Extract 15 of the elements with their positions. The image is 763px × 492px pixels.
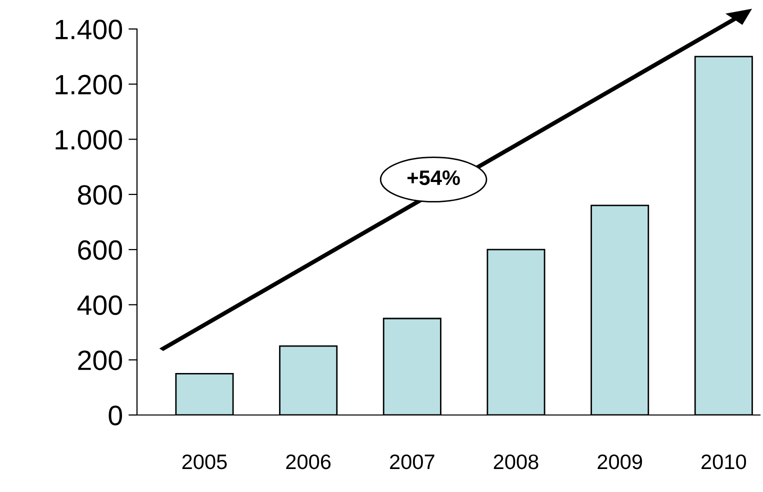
x-tick-label: 2006: [286, 454, 331, 470]
y-tick-label: 1.200: [56, 74, 122, 94]
y-tick-label: 1.000: [56, 130, 122, 150]
y-tick-label: 0: [108, 406, 122, 426]
y-tick-label: 800: [78, 185, 122, 205]
y-tick-label: 600: [78, 240, 122, 260]
y-tick-label: 1.400: [56, 20, 122, 40]
annotation: +54%: [407, 170, 460, 186]
x-tick-label: 2009: [598, 454, 642, 470]
x-tick-label: 2005: [182, 454, 227, 470]
x-tick-label: 2010: [702, 454, 746, 470]
x-tick-label: 2007: [390, 454, 434, 470]
y-tick-label: 200: [78, 350, 122, 370]
x-tick-label: 2008: [494, 454, 538, 470]
y-tick-label: 400: [77, 295, 122, 316]
